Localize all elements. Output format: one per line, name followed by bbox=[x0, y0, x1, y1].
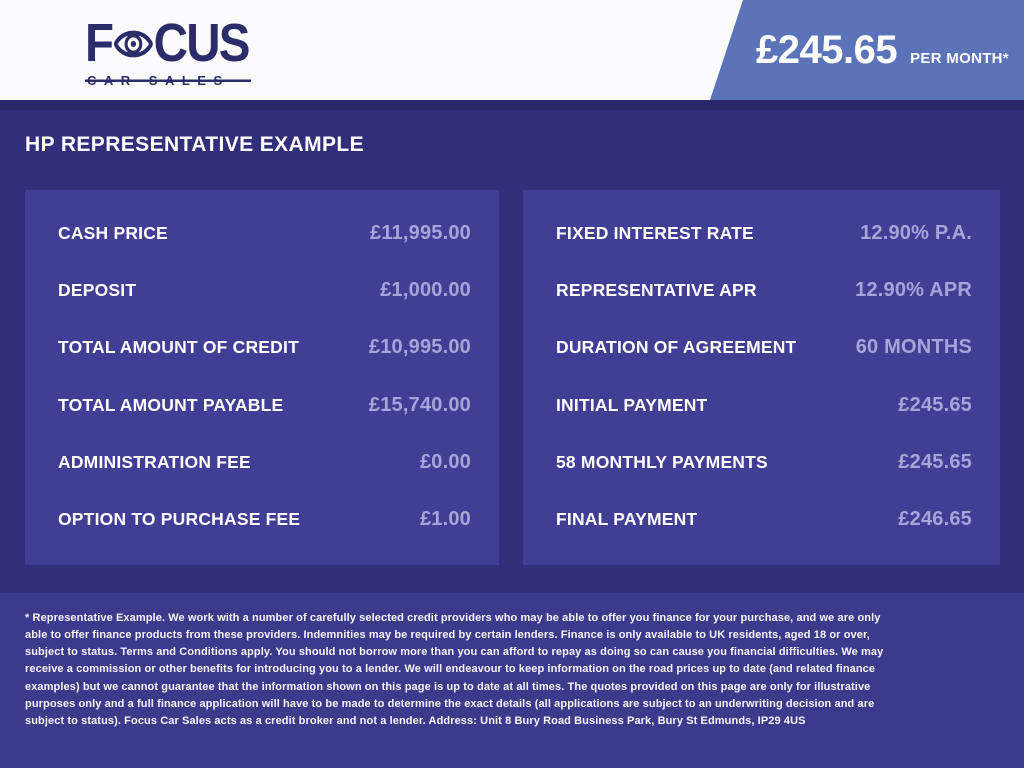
finance-panel-left: CASH PRICE £11,995.00 DEPOSIT £1,000.00 … bbox=[25, 190, 499, 565]
brand-logo[interactable]: F CUS CAR SALES bbox=[85, 16, 255, 87]
monthly-price-banner: £245.65 PER MONTH* bbox=[710, 0, 1024, 100]
row-value: 12.90% APR bbox=[855, 279, 972, 302]
monthly-price-amount: £245.65 bbox=[756, 27, 898, 72]
finance-row-duration: DURATION OF AGREEMENT 60 MONTHS bbox=[556, 336, 972, 359]
row-label: 58 MONTHLY PAYMENTS bbox=[556, 451, 768, 472]
logo-text-before: F bbox=[85, 13, 114, 73]
disclaimer-footer: * Representative Example. We work with a… bbox=[0, 593, 1024, 768]
row-value: £11,995.00 bbox=[370, 222, 471, 244]
disclaimer-text: * Representative Example. We work with a… bbox=[25, 612, 884, 727]
section-title: HP REPRESENTATIVE EXAMPLE bbox=[25, 133, 365, 156]
row-value: 60 MONTHS bbox=[855, 336, 972, 359]
row-value: 12.90% P.A. bbox=[860, 222, 972, 244]
row-value: £1.00 bbox=[419, 507, 471, 530]
row-label: REPRESENTATIVE APR bbox=[556, 280, 757, 301]
row-value: £10,995.00 bbox=[368, 336, 471, 359]
finance-row-apr: REPRESENTATIVE APR 12.90% APR bbox=[556, 279, 972, 302]
finance-row-cash-price: CASH PRICE £11,995.00 bbox=[58, 222, 471, 245]
finance-row-total-payable: TOTAL AMOUNT PAYABLE £15,740.00 bbox=[58, 394, 471, 417]
finance-row-option-fee: OPTION TO PURCHASE FEE £1.00 bbox=[58, 508, 471, 531]
finance-row-initial-payment: INITIAL PAYMENT £245.65 bbox=[556, 394, 972, 417]
row-value: £245.65 bbox=[898, 450, 972, 473]
row-label: DURATION OF AGREEMENT bbox=[556, 337, 797, 358]
row-value: £0.00 bbox=[419, 450, 471, 473]
row-label: TOTAL AMOUNT OF CREDIT bbox=[58, 337, 299, 358]
monthly-price-period: PER MONTH* bbox=[910, 49, 1009, 67]
row-value: £246.65 bbox=[898, 507, 972, 530]
finance-row-monthly-payments: 58 MONTHLY PAYMENTS £245.65 bbox=[556, 451, 972, 474]
finance-row-interest-rate: FIXED INTEREST RATE 12.90% P.A. bbox=[556, 222, 972, 245]
row-value: £15,740.00 bbox=[368, 393, 471, 416]
logo-text-after: CUS bbox=[153, 13, 251, 73]
finance-row-total-credit: TOTAL AMOUNT OF CREDIT £10,995.00 bbox=[58, 336, 471, 359]
row-label: CASH PRICE bbox=[58, 223, 168, 243]
row-label: ADMINISTRATION FEE bbox=[58, 451, 251, 472]
eye-icon bbox=[114, 30, 153, 58]
row-label: OPTION TO PURCHASE FEE bbox=[58, 508, 301, 529]
row-value: £1,000.00 bbox=[380, 279, 471, 302]
finance-row-deposit: DEPOSIT £1,000.00 bbox=[58, 279, 471, 302]
row-label: FIXED INTEREST RATE bbox=[556, 223, 754, 243]
finance-row-admin-fee: ADMINISTRATION FEE £0.00 bbox=[58, 451, 471, 474]
header-divider bbox=[0, 100, 1024, 110]
logo-subtext: CAR SALES bbox=[85, 74, 251, 87]
finance-row-final-payment: FINAL PAYMENT £246.65 bbox=[556, 508, 972, 531]
logo-wordmark: F CUS bbox=[85, 13, 250, 73]
row-label: TOTAL AMOUNT PAYABLE bbox=[58, 394, 284, 415]
row-label: INITIAL PAYMENT bbox=[556, 394, 708, 415]
header: F CUS CAR SALES £245.65 PER MONTH* bbox=[0, 0, 1024, 100]
row-label: DEPOSIT bbox=[58, 280, 137, 301]
row-value: £245.65 bbox=[898, 393, 972, 416]
finance-panel-right: FIXED INTEREST RATE 12.90% P.A. REPRESEN… bbox=[523, 190, 1000, 565]
row-label: FINAL PAYMENT bbox=[556, 508, 698, 529]
